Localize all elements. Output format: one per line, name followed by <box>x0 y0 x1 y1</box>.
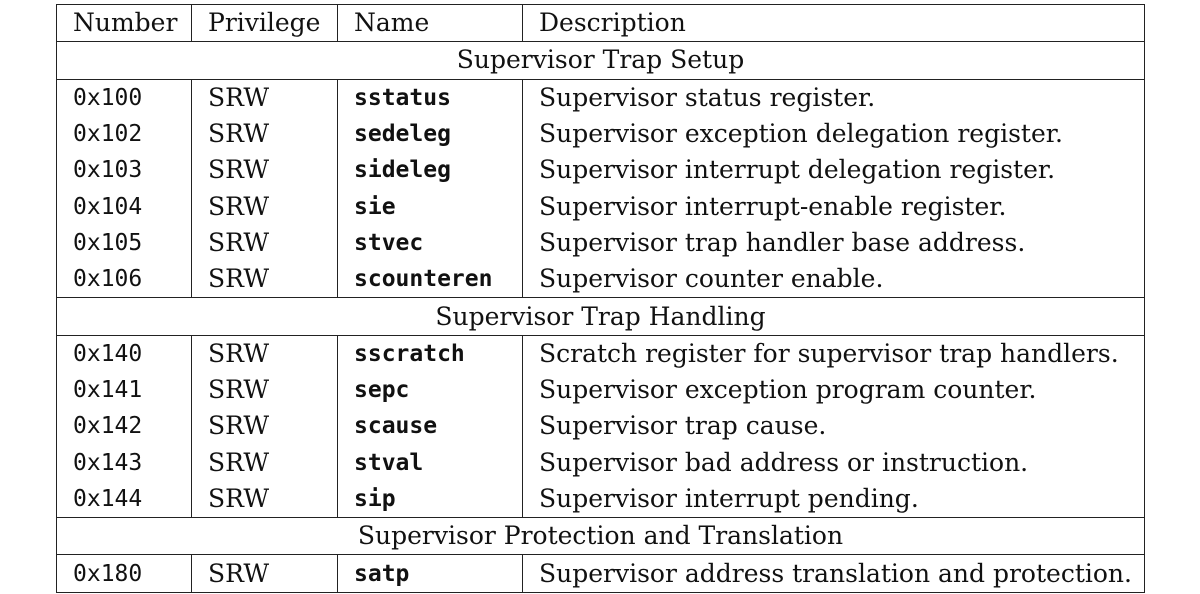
cell-privilege: SRW <box>191 152 338 189</box>
cell-number: 0x141 <box>56 371 192 409</box>
cell-privilege: SRW <box>191 115 338 153</box>
cell-number: 0x142 <box>56 408 192 445</box>
table-row: 0x106 SRW scounteren Supervisor counter ena… <box>56 261 1145 298</box>
table-row: 0x102 SRW sedeleg Supervisor exception dele… <box>56 115 1145 153</box>
table-row: 0x103 SRW sideleg Supervisor interrupt dele… <box>56 152 1145 189</box>
table-row: 0x144 SRW sip Supervisor interrupt pending. <box>56 480 1145 518</box>
cell-privilege: SRW <box>191 371 338 409</box>
cell-privilege: SRW <box>191 554 338 593</box>
section-title: Supervisor Protection and Translation <box>56 517 1145 556</box>
table-row: 0x100 SRW sstatus Supervisor status registe… <box>56 79 1145 116</box>
cell-description: Supervisor exception delegation register… <box>522 115 1145 153</box>
cell-number: 0x180 <box>56 554 192 593</box>
cell-number: 0x105 <box>56 224 192 262</box>
table-row: 0x143 SRW stval Supervisor bad address or i… <box>56 444 1145 481</box>
cell-description: Supervisor interrupt-enable register. <box>522 188 1145 225</box>
cell-name: sepc <box>337 371 523 409</box>
csr-table: Number Privilege Name Description Superv… <box>56 3 1145 593</box>
table-row: 0x105 SRW stvec Supervisor trap handler bas… <box>56 224 1145 262</box>
cell-number: 0x104 <box>56 188 192 225</box>
cell-description: Supervisor counter enable. <box>522 261 1145 298</box>
cell-name: sie <box>337 188 523 225</box>
cell-privilege: SRW <box>191 224 338 262</box>
cell-privilege: SRW <box>191 335 338 372</box>
cell-privilege: SRW <box>191 261 338 298</box>
header-description: Description <box>522 3 1145 43</box>
cell-privilege: SRW <box>191 408 338 445</box>
cell-description: Supervisor exception program counter. <box>522 371 1145 409</box>
cell-number: 0x144 <box>56 480 192 518</box>
cell-name: scause <box>337 408 523 445</box>
header-name: Name <box>337 3 523 43</box>
csr-table-body: Number Privilege Name Description Superv… <box>56 3 1145 593</box>
cell-description: Supervisor status register. <box>522 79 1145 116</box>
section-header-row: Supervisor Trap Setup <box>56 41 1145 80</box>
header-privilege: Privilege <box>191 3 338 43</box>
cell-number: 0x143 <box>56 444 192 481</box>
cell-number: 0x140 <box>56 335 192 372</box>
table-row: 0x142 SRW scause Supervisor trap cause. <box>56 408 1145 445</box>
cell-description: Scratch register for supervisor trap han… <box>522 335 1145 372</box>
header-number: Number <box>56 3 192 43</box>
cell-name: satp <box>337 554 523 593</box>
cell-name: stval <box>337 444 523 481</box>
cell-number: 0x106 <box>56 261 192 298</box>
cell-number: 0x103 <box>56 152 192 189</box>
table-row: 0x104 SRW sie Supervisor interrupt-enable r… <box>56 188 1145 225</box>
cell-name: sip <box>337 480 523 518</box>
section-title: Supervisor Trap Handling <box>56 297 1145 336</box>
section-title: Supervisor Trap Setup <box>56 41 1145 80</box>
section-header-row: Supervisor Trap Handling <box>56 297 1145 336</box>
cell-number: 0x100 <box>56 79 192 116</box>
cell-description: Supervisor interrupt delegation register… <box>522 152 1145 189</box>
table-row: 0x180 SRW satp Supervisor address translati… <box>56 554 1145 593</box>
section-header-row: Supervisor Protection and Translation <box>56 517 1145 556</box>
cell-name: scounteren <box>337 261 523 298</box>
table-row: 0x141 SRW sepc Supervisor exception program… <box>56 371 1145 409</box>
cell-name: sedeleg <box>337 115 523 153</box>
table-header-row: Number Privilege Name Description <box>56 3 1145 43</box>
cell-privilege: SRW <box>191 444 338 481</box>
cell-description: Supervisor bad address or instruction. <box>522 444 1145 481</box>
cell-name: sscratch <box>337 335 523 372</box>
cell-name: sideleg <box>337 152 523 189</box>
cell-number: 0x102 <box>56 115 192 153</box>
cell-name: sstatus <box>337 79 523 116</box>
cell-privilege: SRW <box>191 480 338 518</box>
table-row: 0x140 SRW sscratch Scratch register for sup… <box>56 335 1145 372</box>
cell-description: Supervisor address translation and prote… <box>522 554 1145 593</box>
cell-privilege: SRW <box>191 79 338 116</box>
cell-description: Supervisor interrupt pending. <box>522 480 1145 518</box>
cell-privilege: SRW <box>191 188 338 225</box>
cell-description: Supervisor trap cause. <box>522 408 1145 445</box>
cell-description: Supervisor trap handler base address. <box>522 224 1145 262</box>
cell-name: stvec <box>337 224 523 262</box>
